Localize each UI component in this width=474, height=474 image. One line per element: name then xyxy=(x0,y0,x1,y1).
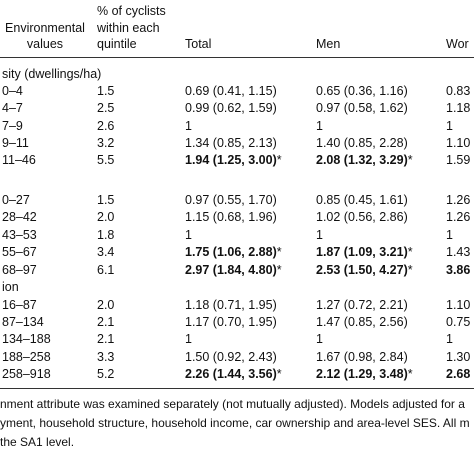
footnote-line: nment attribute was examined separately … xyxy=(0,397,465,411)
table-cell: 1.87 (1.09, 3.21)* xyxy=(316,245,413,259)
table-cell: 1.27 (0.72, 2.21) xyxy=(316,298,408,312)
table-cell: 1 xyxy=(185,119,192,133)
table-cell: 43–53 xyxy=(2,228,37,242)
table-cell: 0.65 (0.36, 1.16) xyxy=(316,84,408,98)
header-cell: within each xyxy=(97,20,160,35)
table-cell: 1.8 xyxy=(97,228,115,242)
table-cell: 1.10 xyxy=(446,298,471,312)
header-cell: Total xyxy=(185,37,212,51)
header-cell: values xyxy=(26,37,64,51)
table-cell: 5.2 xyxy=(97,367,115,381)
table-cell: 3.3 xyxy=(97,350,115,364)
table-cell: 1.17 (0.70, 1.95) xyxy=(185,315,277,329)
table-cell: 1.10 xyxy=(446,136,471,150)
table-cell: 2.5 xyxy=(97,101,115,115)
table-cell: 68–97 xyxy=(2,263,37,277)
table-cell: 16–87 xyxy=(2,298,37,312)
table-cell: 3.2 xyxy=(97,136,115,150)
table-cell: 0.99 (0.62, 1.59) xyxy=(185,101,277,115)
table-cell: 1.43 xyxy=(446,245,471,259)
table-cell: 2.1 xyxy=(97,332,115,346)
table-cell: 11–46 xyxy=(2,153,36,167)
table-cell: 1.34 (0.85, 2.13) xyxy=(185,136,277,150)
table-cell: 1.02 (0.56, 2.86) xyxy=(316,210,408,224)
table-cell: 1.75 (1.06, 2.88)* xyxy=(185,245,282,259)
header-rule xyxy=(0,57,474,58)
table-cell: 1.94 (1.25, 3.00)* xyxy=(185,153,282,167)
table-cell: 0.97 (0.58, 1.62) xyxy=(316,101,408,115)
footnote-line: yment, household structure, household in… xyxy=(0,416,470,430)
table-cell: 1.40 (0.85, 2.28) xyxy=(316,136,408,150)
table-cell: 2.1 xyxy=(97,315,115,329)
table-cell: 2.26 (1.44, 3.56)* xyxy=(185,367,282,381)
table-cell: 1 xyxy=(185,332,192,346)
table-cell: 0.83 xyxy=(446,84,471,98)
table-cell: 1 xyxy=(446,332,453,346)
table-cell: 1.50 (0.92, 2.43) xyxy=(185,350,277,364)
table-cell: 188–258 xyxy=(2,350,51,364)
table-cell: 1 xyxy=(446,119,453,133)
table-cell: 6.1 xyxy=(97,263,115,277)
table-cell: 1.26 xyxy=(446,210,471,224)
table-cell: 1.26 xyxy=(446,193,471,207)
table-cell: 0–4 xyxy=(2,84,23,98)
table-cell: 2.0 xyxy=(97,298,115,312)
table-cell: 1.30 xyxy=(446,350,471,364)
table-cell: 28–42 xyxy=(2,210,37,224)
footnote-line: the SA1 level. xyxy=(0,435,75,449)
table-cell: 134–188 xyxy=(2,332,51,346)
header-cell: quintile xyxy=(97,37,137,51)
table-cell: 2.68 xyxy=(446,367,471,381)
header-cell: % of cyclists xyxy=(97,4,166,18)
table-cell: 0.75 xyxy=(446,315,471,329)
header-cell: Wor xyxy=(446,37,469,51)
table-cell: 1.18 (0.71, 1.95) xyxy=(185,298,277,312)
table-cell: 258–918 xyxy=(2,367,51,381)
table-cell: 1.18 xyxy=(446,101,471,115)
table-cell: 1.5 xyxy=(97,84,115,98)
table-cell: 0.97 (0.55, 1.70) xyxy=(185,193,277,207)
table-cell: 2.53 (1.50, 4.27)* xyxy=(316,263,413,277)
table-cell: 3.4 xyxy=(97,245,115,259)
header-cell: Environmental xyxy=(5,20,85,35)
table-cell: 2.6 xyxy=(97,119,115,133)
table-cell: 9–11 xyxy=(2,136,29,150)
table-cell: 1 xyxy=(316,332,323,346)
table-cell: 55–67 xyxy=(2,245,37,259)
table-cell: 1.59 xyxy=(446,153,471,167)
table-cell: 1 xyxy=(185,228,192,242)
header-cell: Men xyxy=(316,37,341,51)
table-cell: 1 xyxy=(446,228,453,242)
table-cell: 0.85 (0.45, 1.61) xyxy=(316,193,408,207)
table-cell: 5.5 xyxy=(97,153,115,167)
table-cell: 2.08 (1.32, 3.29)* xyxy=(316,153,413,167)
table-cell: 4–7 xyxy=(2,101,23,115)
table-cell: 1 xyxy=(316,228,323,242)
table-cell: 1.47 (0.85, 2.56) xyxy=(316,315,408,329)
table-cell: 1 xyxy=(316,119,323,133)
table-cell: 2.0 xyxy=(97,210,115,224)
table-cell: 87–134 xyxy=(2,315,44,329)
table-cell: 1.5 xyxy=(97,193,115,207)
table-rule xyxy=(0,388,474,389)
table-cell: ion xyxy=(2,280,19,294)
table-cell: 7–9 xyxy=(2,119,23,133)
table-cell: sity (dwellings/ha) xyxy=(2,67,102,81)
table-cell: 1.15 (0.68, 1.96) xyxy=(185,210,277,224)
table-cell: 0–27 xyxy=(2,193,30,207)
table-cell: 0.69 (0.41, 1.15) xyxy=(185,84,277,98)
table-cell: 3.86 xyxy=(446,263,471,277)
table-cell: 1.67 (0.98, 2.84) xyxy=(316,350,408,364)
table-cell: 2.97 (1.84, 4.80)* xyxy=(185,263,282,277)
table-cell: 2.12 (1.29, 3.48)* xyxy=(316,367,413,381)
